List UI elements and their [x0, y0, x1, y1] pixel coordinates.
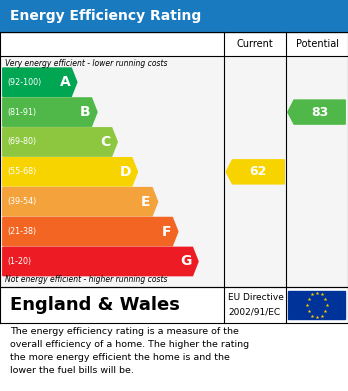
Text: E: E [141, 195, 151, 209]
Polygon shape [3, 128, 117, 156]
Bar [0, 32, 348, 56]
Bar [0, 287, 348, 323]
Text: England & Wales: England & Wales [10, 296, 180, 314]
Text: (81-91): (81-91) [7, 108, 36, 117]
Text: F: F [161, 224, 171, 239]
Text: (92-100): (92-100) [7, 78, 41, 87]
Polygon shape [3, 188, 158, 216]
Text: (21-38): (21-38) [7, 227, 36, 236]
Text: Energy Efficiency Rating: Energy Efficiency Rating [10, 9, 202, 23]
Polygon shape [226, 160, 284, 184]
Text: C: C [100, 135, 111, 149]
Text: D: D [120, 165, 132, 179]
Text: 62: 62 [250, 165, 267, 178]
Bar [288, 291, 345, 319]
Text: G: G [181, 255, 192, 269]
Text: Very energy efficient - lower running costs: Very energy efficient - lower running co… [5, 59, 167, 68]
Polygon shape [3, 68, 77, 96]
Text: A: A [60, 75, 70, 89]
Text: (55-68): (55-68) [7, 167, 36, 176]
Bar [0, 0, 348, 32]
Polygon shape [3, 98, 97, 126]
Polygon shape [3, 248, 198, 276]
Text: EU Directive: EU Directive [228, 293, 284, 303]
Bar [0, 56, 348, 287]
Text: (1-20): (1-20) [7, 257, 31, 266]
Text: Current: Current [237, 39, 274, 49]
Text: 2002/91/EC: 2002/91/EC [228, 307, 280, 317]
Text: Not energy efficient - higher running costs: Not energy efficient - higher running co… [5, 275, 167, 284]
Text: (69-80): (69-80) [7, 138, 36, 147]
Text: (39-54): (39-54) [7, 197, 36, 206]
Text: 83: 83 [311, 106, 328, 118]
Bar [0, 323, 348, 391]
Text: B: B [80, 105, 90, 119]
Polygon shape [3, 158, 137, 186]
Text: Potential: Potential [295, 39, 339, 49]
Text: The energy efficiency rating is a measure of the
overall efficiency of a home. T: The energy efficiency rating is a measur… [10, 327, 250, 375]
Polygon shape [288, 100, 345, 124]
Polygon shape [3, 217, 178, 246]
